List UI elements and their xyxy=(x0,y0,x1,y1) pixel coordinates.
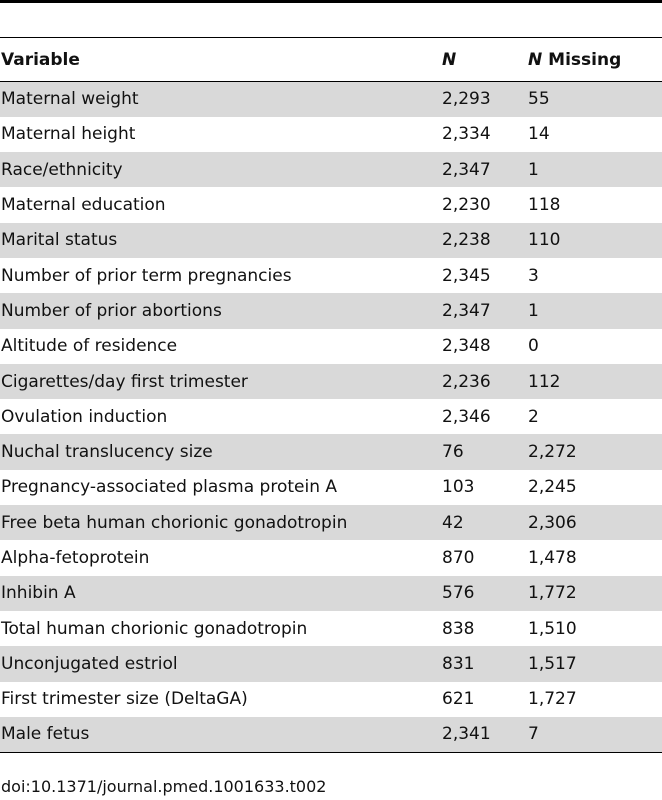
cell-n-missing: 1 xyxy=(528,159,539,180)
table-row: Maternal education 2,230 118 xyxy=(0,187,662,222)
cell-n-missing: 1,478 xyxy=(528,548,577,568)
cell-n: 2,238 xyxy=(442,230,491,251)
cell-variable: Male fetus xyxy=(0,716,442,753)
table-row: Total human chorionic gonadotropin 838 1,5… xyxy=(0,611,662,646)
cell-n: 42 xyxy=(442,512,464,533)
cell-n: 2,346 xyxy=(442,406,491,427)
cell-variable: Maternal education xyxy=(1,195,166,216)
table-header: Variable N N Missing xyxy=(0,37,662,82)
cell-n: 2,345 xyxy=(442,265,491,286)
table-row: Ovulation induction 2,346 2 xyxy=(0,399,662,434)
table-row: Number of prior term pregnancies 2,345 3 xyxy=(0,258,662,293)
cell-n-missing: 14 xyxy=(528,124,550,145)
cell-n-missing: 1,510 xyxy=(528,618,577,639)
cell-variable: Number of prior abortions xyxy=(1,300,222,321)
table-row: Maternal height 2,334 14 xyxy=(0,117,662,152)
cell-n: 2,348 xyxy=(442,336,491,357)
cell-n: 831 xyxy=(442,653,475,674)
doi-caption: doi:10.1371/journal.pmed.1001633.t002 xyxy=(1,777,327,796)
cell-variable: Inhibin A xyxy=(1,583,76,604)
cell-variable: Marital status xyxy=(1,230,118,251)
cell-variable: Cigarettes/day first trimester xyxy=(1,371,248,392)
cell-n: 76 xyxy=(442,442,464,463)
cell-variable: Nuchal translucency size xyxy=(1,442,213,463)
cell-n-missing: 3 xyxy=(528,265,539,286)
cell-variable: First trimester size (DeltaGA) xyxy=(1,689,248,710)
cell-variable: Number of prior term pregnancies xyxy=(1,265,292,286)
table-row: Marital status 2,238 110 xyxy=(0,222,662,258)
table-row: Inhibin A 576 1,772 xyxy=(0,575,662,611)
cell-n-missing: 1,517 xyxy=(528,653,577,674)
table-row: Maternal weight 2,293 55 xyxy=(0,81,662,117)
table-row: Race/ethnicity 2,347 1 xyxy=(0,152,662,188)
top-rule xyxy=(0,0,662,3)
cell-variable: Alpha-fetoprotein xyxy=(1,548,150,568)
cell-n: 2,334 xyxy=(442,124,491,145)
cell-n-missing: 2,272 xyxy=(528,442,577,463)
cell-n-missing: 1 xyxy=(528,300,539,321)
cell-n: 2,341 xyxy=(442,716,528,753)
table-row: Number of prior abortions 2,347 1 xyxy=(0,293,662,329)
header-n: N xyxy=(442,37,528,82)
header-row: Variable N N Missing xyxy=(0,37,662,82)
cell-n: 838 xyxy=(442,618,475,639)
cell-n-missing: 2,306 xyxy=(528,512,577,533)
cell-variable: Total human chorionic gonadotropin xyxy=(1,618,308,639)
cell-n: 621 xyxy=(442,689,475,710)
header-n-missing-rest: Missing xyxy=(542,49,622,70)
cell-variable: Maternal weight xyxy=(1,89,139,110)
table-container: Variable N N Missing Maternal weight 2,29… xyxy=(0,37,662,753)
cell-variable: Ovulation induction xyxy=(1,406,168,427)
cell-n: 103 xyxy=(442,477,475,498)
cell-n-missing: 7 xyxy=(528,716,662,753)
cell-variable: Altitude of residence xyxy=(1,336,178,357)
table-row: Male fetus 2,341 7 xyxy=(0,716,662,753)
table-row: First trimester size (DeltaGA) 621 1,727 xyxy=(0,682,662,717)
header-n-missing-italic: N xyxy=(528,49,543,70)
cell-variable: Pregnancy-associated plasma protein A xyxy=(1,477,337,498)
table-row: Alpha-fetoprotein 870 1,478 xyxy=(0,540,662,575)
cell-n-missing: 118 xyxy=(528,195,561,216)
cell-n-missing: 1,727 xyxy=(528,689,577,710)
header-variable: Variable xyxy=(0,37,442,82)
cell-n-missing: 2 xyxy=(528,406,539,427)
cell-n: 2,230 xyxy=(442,195,491,216)
cell-n-missing: 110 xyxy=(528,230,561,251)
cell-n: 576 xyxy=(442,583,475,604)
cell-n-missing: 112 xyxy=(528,371,561,392)
table-row: Pregnancy-associated plasma protein A 103… xyxy=(0,470,662,505)
cell-variable: Maternal height xyxy=(1,124,136,145)
cell-n: 2,347 xyxy=(442,300,491,321)
table-body: Maternal weight 2,293 55 Maternal height 2,3… xyxy=(0,81,662,753)
cell-n: 2,236 xyxy=(442,371,491,392)
header-n-missing: N Missing xyxy=(528,37,662,82)
cell-n: 2,293 xyxy=(442,89,491,110)
cell-n-missing: 55 xyxy=(528,89,550,110)
table-row: Altitude of residence 2,348 0 xyxy=(0,329,662,364)
data-table: Variable N N Missing Maternal weight 2,29… xyxy=(0,37,662,753)
cell-variable: Unconjugated estriol xyxy=(1,653,178,674)
cell-variable: Race/ethnicity xyxy=(1,159,123,180)
cell-n: 2,347 xyxy=(442,159,491,180)
header-n-label: N xyxy=(442,49,457,70)
cell-n-missing: 0 xyxy=(528,336,539,357)
table-row: Cigarettes/day first trimester 2,236 112 xyxy=(0,363,662,400)
cell-n-missing: 1,772 xyxy=(528,583,577,604)
cell-n: 870 xyxy=(442,548,475,568)
cell-variable: Free beta human chorionic gonadotropin xyxy=(1,512,348,533)
table-row: Nuchal translucency size 76 2,272 xyxy=(0,434,662,470)
table-row: Unconjugated estriol 831 1,517 xyxy=(0,646,662,682)
table-row: Free beta human chorionic gonadotropin 42… xyxy=(0,505,662,541)
cell-n-missing: 2,245 xyxy=(528,477,577,498)
